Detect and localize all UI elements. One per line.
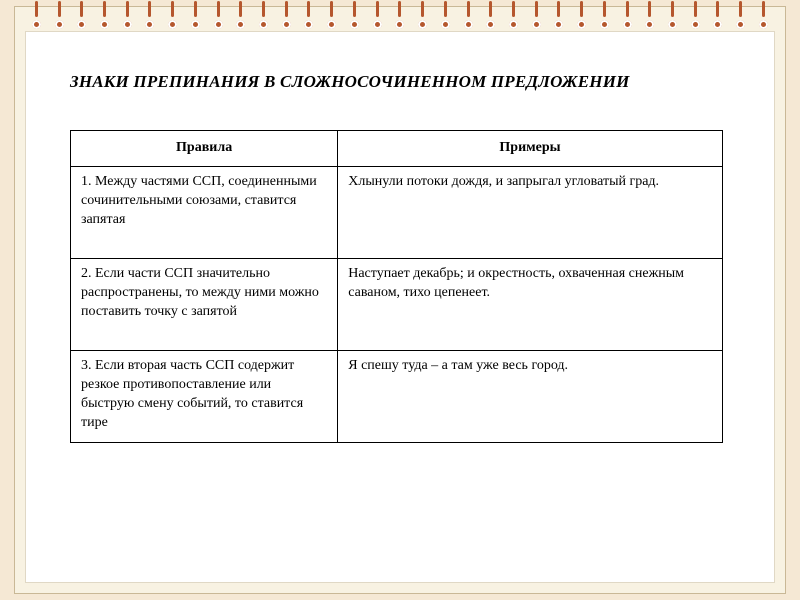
ring-icon [144,1,156,27]
ring-icon [553,1,565,27]
binding-rings [15,1,785,31]
ring-icon [280,1,292,27]
ring-icon [30,1,42,27]
ring-icon [757,1,769,27]
ring-icon [666,1,678,27]
ring-icon [621,1,633,27]
ring-icon [644,1,656,27]
ring-icon [53,1,65,27]
ring-icon [507,1,519,27]
ring-icon [167,1,179,27]
page-title: ЗНАКИ ПРЕПИНАНИЯ В СЛОЖНОСОЧИНЕННОМ ПРЕД… [70,72,746,92]
ring-icon [258,1,270,27]
header-examples: Примеры [338,131,723,167]
ring-icon [576,1,588,27]
ring-icon [76,1,88,27]
rule-cell: 3. Если вторая часть ССП содержит резкое… [71,350,338,442]
ring-icon [189,1,201,27]
ring-icon [485,1,497,27]
ring-icon [371,1,383,27]
ring-icon [689,1,701,27]
ring-icon [326,1,338,27]
ring-icon [598,1,610,27]
table-row: 2. Если части ССП значительно распростра… [71,258,723,350]
ring-icon [99,1,111,27]
ring-icon [303,1,315,27]
table-row: 1. Между частями ССП, соединенными сочин… [71,166,723,258]
ring-icon [235,1,247,27]
header-rules: Правила [71,131,338,167]
ring-icon [439,1,451,27]
example-cell: Наступает декабрь; и окрестность, охваче… [338,258,723,350]
example-cell: Я спешу туда – а там уже весь город. [338,350,723,442]
page-content: ЗНАКИ ПРЕПИНАНИЯ В СЛОЖНОСОЧИНЕННОМ ПРЕД… [25,31,775,583]
ring-icon [735,1,747,27]
example-cell: Хлынули потоки дождя, и запрыгал угловат… [338,166,723,258]
ring-icon [417,1,429,27]
ring-icon [394,1,406,27]
ring-icon [462,1,474,27]
rules-table: Правила Примеры 1. Между частями ССП, со… [70,130,723,443]
ring-icon [121,1,133,27]
ring-icon [348,1,360,27]
notebook-frame: ЗНАКИ ПРЕПИНАНИЯ В СЛОЖНОСОЧИНЕННОМ ПРЕД… [14,6,786,594]
rule-cell: 1. Между частями ССП, соединенными сочин… [71,166,338,258]
rule-cell: 2. Если части ССП значительно распростра… [71,258,338,350]
ring-icon [530,1,542,27]
ring-icon [712,1,724,27]
ring-icon [212,1,224,27]
table-row: 3. Если вторая часть ССП содержит резкое… [71,350,723,442]
